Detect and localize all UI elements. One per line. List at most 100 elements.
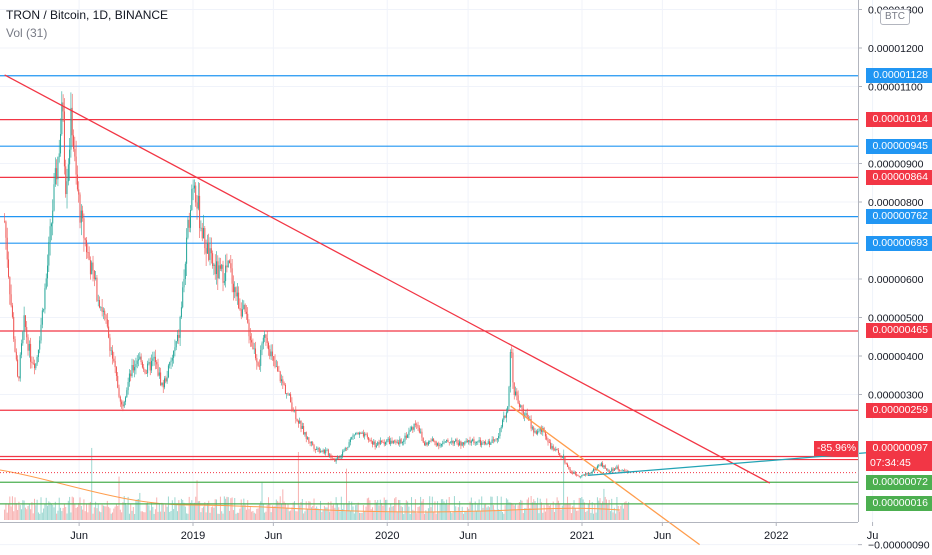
horizontal-levels[interactable]	[0, 75, 858, 505]
candle-body	[554, 449, 556, 451]
price-tick-label: 0.00000500	[868, 313, 924, 325]
price-axis[interactable]: 0.000014000.000013000.000012000.00001100…	[858, 0, 930, 552]
candle-body	[386, 440, 388, 443]
candle-body	[418, 427, 420, 433]
volume-bar	[386, 499, 388, 520]
volume-bar	[622, 508, 624, 520]
volume-bar	[75, 507, 77, 520]
trendlines[interactable]	[4, 74, 873, 546]
volume-bar	[340, 496, 342, 520]
volume-bar	[528, 497, 530, 520]
candle-body	[222, 264, 224, 283]
volume-bar	[130, 503, 132, 520]
candle-body	[13, 316, 15, 340]
candle-body	[508, 386, 510, 407]
candle-body	[177, 334, 179, 342]
volume-bar	[99, 511, 101, 520]
volume-bar	[165, 503, 167, 520]
volume-bar	[512, 504, 514, 520]
candle-body	[138, 359, 140, 361]
candle-body	[564, 456, 566, 463]
volume-bar	[370, 509, 372, 520]
volume-bar	[244, 504, 246, 520]
candle-body	[392, 440, 394, 444]
candle-body	[99, 300, 101, 308]
candle-body	[71, 107, 73, 136]
candle-body	[274, 360, 276, 367]
symbol-title[interactable]: TRON / Bitcoin, 1D, BINANCE	[6, 8, 169, 22]
volume-bar	[188, 496, 190, 520]
candle-body	[438, 443, 440, 447]
volume-bar	[427, 508, 429, 520]
volume-bar	[10, 506, 12, 520]
candle-body	[320, 451, 322, 452]
volume-bar	[160, 511, 162, 520]
candle-body	[390, 440, 392, 445]
volume-bar	[356, 504, 358, 520]
candle-body	[403, 440, 405, 443]
candle-body	[86, 240, 88, 253]
candle-body	[430, 440, 432, 442]
candle-body	[166, 377, 168, 382]
candle-body	[195, 185, 197, 203]
candle-body	[278, 370, 280, 372]
volume-bar	[602, 501, 604, 520]
volume-bar	[563, 449, 565, 520]
candle-body	[607, 469, 609, 471]
candle-body	[338, 457, 340, 459]
volume-bar	[314, 508, 316, 520]
candle-body	[273, 356, 275, 361]
volume-bar	[361, 512, 363, 520]
volume-bar	[430, 507, 432, 520]
candle-body	[288, 394, 290, 395]
candle-body	[93, 270, 95, 279]
volume-bar	[463, 513, 465, 520]
volume-bar	[178, 500, 180, 520]
candle-body	[578, 475, 580, 477]
volume-bar	[251, 511, 253, 520]
volume-bar	[221, 511, 223, 520]
candle-body	[257, 362, 259, 366]
volume-bar	[542, 512, 544, 520]
candle-body	[261, 343, 263, 350]
candle-body	[313, 445, 315, 449]
volume-bar	[411, 497, 413, 520]
volume-bar	[317, 508, 319, 520]
currency-unit-button[interactable]: BTC	[880, 9, 910, 25]
volume-bar	[166, 506, 168, 520]
volume-bar	[123, 496, 125, 520]
volume-bar	[600, 503, 602, 520]
volume-bar	[320, 500, 322, 520]
volume-bar	[619, 511, 621, 520]
volume-bar	[412, 509, 414, 520]
candle-body	[171, 357, 173, 361]
candle-body	[283, 383, 285, 385]
candle-body	[158, 372, 160, 376]
candle-body	[37, 349, 39, 357]
volume-bar	[252, 510, 254, 520]
volume-bar	[551, 509, 553, 520]
candle-body	[615, 468, 617, 469]
volume-bar	[609, 511, 611, 520]
candle-body	[473, 439, 475, 444]
volume-bar	[407, 501, 409, 520]
volume-bar	[360, 512, 362, 520]
candle-body	[351, 437, 353, 440]
candle-body	[165, 378, 167, 382]
candle-body	[102, 310, 104, 312]
volume-bar	[256, 508, 258, 520]
volume-bar	[88, 502, 90, 520]
time-axis[interactable]: Jun 2019 Jun 2020 Jun 2021 Jun 2022 Ju	[70, 522, 878, 542]
volume-indicator-label[interactable]: Vol (31)	[6, 26, 48, 40]
volume-bar	[401, 507, 403, 520]
volume-bar	[149, 510, 151, 520]
candle-body	[500, 426, 502, 429]
volume-bar	[52, 504, 54, 520]
candle-body	[565, 462, 567, 464]
candle-body	[69, 149, 71, 165]
candle-body	[448, 442, 450, 443]
candle-body	[355, 433, 357, 435]
candle-body	[243, 304, 245, 310]
